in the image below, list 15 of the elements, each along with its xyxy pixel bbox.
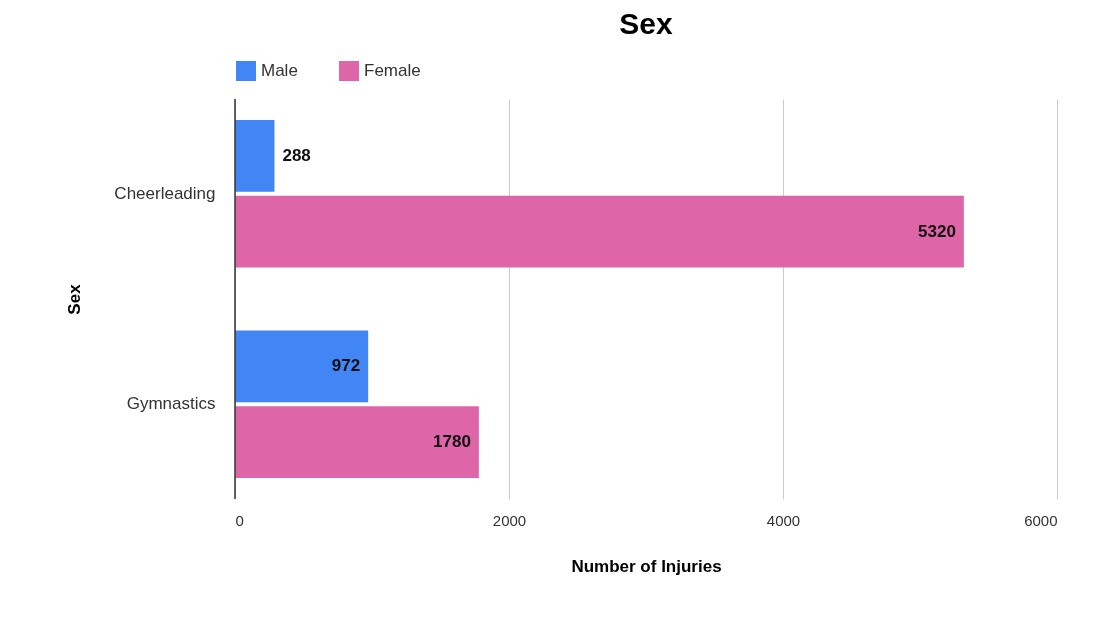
legend-label: Female <box>364 61 421 80</box>
y-axis-title: Sex <box>65 283 85 315</box>
x-tick-label: 0 <box>235 511 244 529</box>
x-axis-title: Number of Injuries <box>571 556 722 576</box>
legend-label: Male <box>261 61 298 80</box>
data-label: 1780 <box>433 432 471 452</box>
data-label: 5320 <box>918 221 956 241</box>
chart-title: Sex <box>619 7 673 40</box>
data-label: 972 <box>331 356 361 376</box>
x-tick-label: 6000 <box>1024 511 1058 529</box>
x-tick-label: 4000 <box>766 511 801 529</box>
data-label: 288 <box>282 145 311 165</box>
y-tick-label: Cheerleading <box>114 183 216 203</box>
y-tick-label: Gymnastics <box>126 394 216 414</box>
x-tick-label: 2000 <box>492 511 527 529</box>
